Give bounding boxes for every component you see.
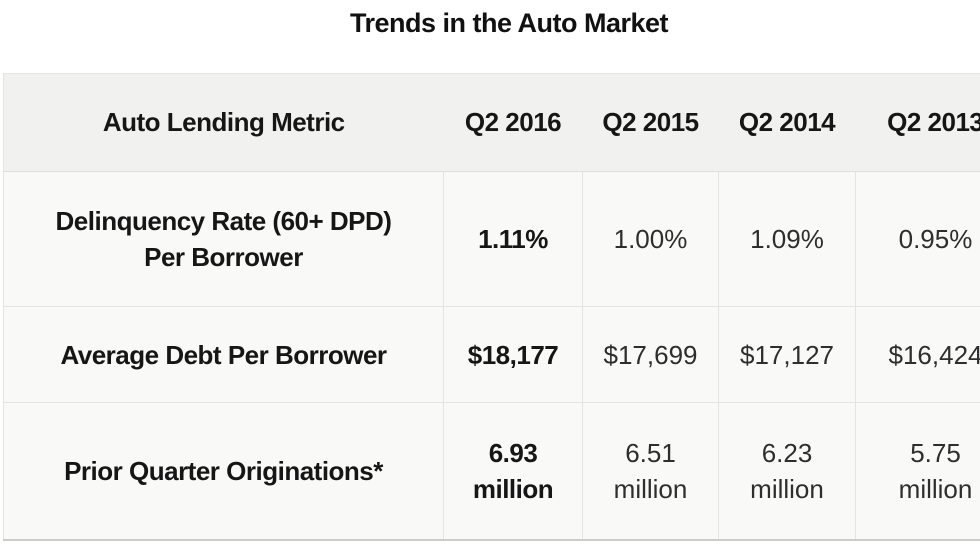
value-cell: 5.75 million <box>855 402 980 541</box>
value-cell: $17,127 <box>718 306 856 403</box>
value-cell: 1.11% <box>443 171 583 307</box>
value-cell: 6.23 million <box>718 402 856 541</box>
column-header-q2-2016: Q2 2016 <box>443 73 583 172</box>
value-cell: 1.09% <box>718 171 856 307</box>
metric-cell: Average Debt Per Borrower <box>3 306 444 403</box>
auto-lending-table: Auto Lending Metric Q2 2016 Q2 2015 Q2 2… <box>3 73 980 541</box>
metric-cell: Prior Quarter Originations* <box>3 402 444 541</box>
value-cell: $17,699 <box>582 306 719 403</box>
table-row-originations: Prior Quarter Originations* 6.93 million… <box>3 402 980 541</box>
value-cell: $16,424 <box>855 306 980 403</box>
column-header-q2-2015: Q2 2015 <box>582 73 719 172</box>
table-header-row: Auto Lending Metric Q2 2016 Q2 2015 Q2 2… <box>3 73 980 172</box>
value-cell: 1.00% <box>582 171 719 307</box>
metric-cell: Delinquency Rate (60+ DPD) Per Borrower <box>3 171 444 307</box>
column-header-metric: Auto Lending Metric <box>3 73 444 172</box>
page-title: Trends in the Auto Market <box>349 8 669 38</box>
table-row-average-debt: Average Debt Per Borrower $18,177 $17,69… <box>3 306 980 403</box>
value-cell: 6.93 million <box>443 402 583 541</box>
column-header-q2-2014: Q2 2014 <box>718 73 856 172</box>
column-header-q2-2013: Q2 2013 <box>855 73 980 172</box>
value-cell: $18,177 <box>443 306 583 403</box>
value-cell: 0.95% <box>855 171 980 307</box>
table-row-delinquency-rate: Delinquency Rate (60+ DPD) Per Borrower … <box>3 171 980 307</box>
value-cell: 6.51 million <box>582 402 719 541</box>
